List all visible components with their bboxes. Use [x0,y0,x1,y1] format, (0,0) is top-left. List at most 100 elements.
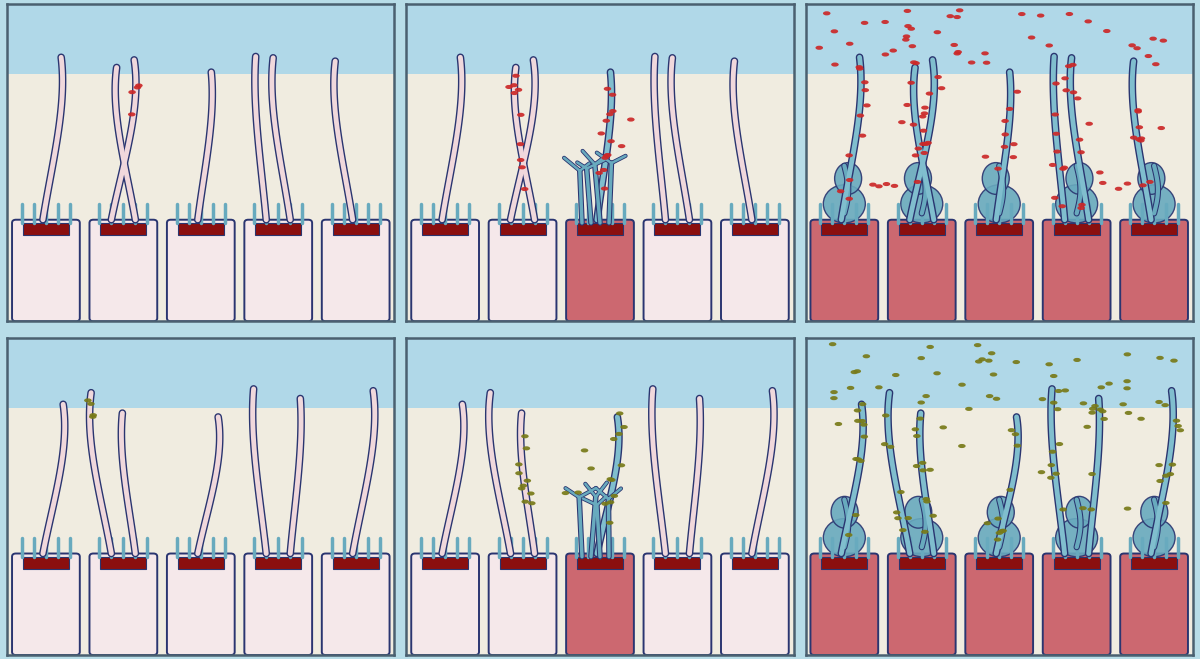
Ellipse shape [1050,401,1057,405]
Bar [256,557,301,569]
Ellipse shape [920,111,929,115]
Bar [654,223,701,235]
Ellipse shape [995,517,1002,521]
Ellipse shape [958,444,966,448]
Bar [422,557,468,569]
Ellipse shape [830,396,838,400]
Ellipse shape [600,168,607,172]
FancyBboxPatch shape [888,554,955,655]
Bar [1132,223,1177,235]
Bar [7,407,395,655]
Ellipse shape [832,496,858,528]
FancyBboxPatch shape [167,219,235,322]
Ellipse shape [1064,64,1073,69]
Bar [23,223,68,235]
Ellipse shape [912,154,919,158]
FancyBboxPatch shape [245,219,312,322]
Ellipse shape [823,185,865,223]
Ellipse shape [1014,444,1021,447]
Ellipse shape [1013,360,1020,364]
Ellipse shape [923,394,930,398]
Ellipse shape [510,91,518,95]
Ellipse shape [893,510,900,515]
FancyBboxPatch shape [721,554,788,655]
Ellipse shape [983,61,990,65]
Ellipse shape [1135,137,1142,142]
Ellipse shape [914,146,922,151]
Bar [899,223,944,235]
Ellipse shape [988,496,1014,528]
Ellipse shape [1060,507,1067,511]
Ellipse shape [1056,442,1063,446]
Ellipse shape [1039,397,1046,401]
Bar [732,223,778,235]
Ellipse shape [1096,171,1104,175]
FancyBboxPatch shape [12,554,79,655]
Ellipse shape [611,494,618,498]
Ellipse shape [853,409,862,413]
Bar [101,223,146,235]
Bar [821,223,868,235]
Ellipse shape [1128,43,1136,47]
Ellipse shape [1052,132,1060,136]
Ellipse shape [859,402,866,406]
Ellipse shape [581,448,588,453]
Ellipse shape [1166,472,1174,476]
Ellipse shape [1058,204,1066,208]
Bar [407,337,793,407]
Ellipse shape [882,413,889,418]
Bar [407,4,793,74]
Ellipse shape [1007,488,1014,492]
Ellipse shape [610,437,618,441]
Ellipse shape [1087,507,1096,511]
Ellipse shape [1009,155,1018,159]
Bar [256,223,301,235]
Ellipse shape [1133,185,1175,223]
Ellipse shape [518,165,526,169]
Ellipse shape [1038,470,1045,474]
Ellipse shape [902,34,911,38]
Ellipse shape [602,119,610,123]
Ellipse shape [1069,63,1076,67]
Ellipse shape [1078,203,1086,207]
Ellipse shape [919,115,926,119]
Ellipse shape [1090,407,1097,411]
Bar [332,557,379,569]
Ellipse shape [910,123,917,127]
Ellipse shape [881,442,888,446]
Bar [23,557,68,569]
Ellipse shape [523,446,530,450]
Ellipse shape [908,44,916,48]
Bar [178,557,224,569]
Ellipse shape [835,163,862,194]
FancyBboxPatch shape [1121,219,1188,322]
Ellipse shape [1050,374,1057,378]
Ellipse shape [881,20,889,24]
Ellipse shape [602,154,611,158]
Ellipse shape [1054,150,1061,154]
Ellipse shape [1162,403,1169,407]
Ellipse shape [1157,479,1164,483]
Ellipse shape [89,415,96,419]
Ellipse shape [1158,126,1165,130]
Ellipse shape [858,419,866,423]
Ellipse shape [899,528,907,532]
Bar [899,557,944,569]
Ellipse shape [912,427,919,432]
Ellipse shape [869,183,877,186]
Bar [7,337,395,407]
Ellipse shape [854,419,862,423]
Ellipse shape [860,422,868,427]
Ellipse shape [890,184,899,188]
Ellipse shape [1074,96,1081,100]
Ellipse shape [1099,181,1106,185]
Bar [805,74,1193,322]
Ellipse shape [922,105,929,109]
Ellipse shape [835,422,842,426]
Ellipse shape [595,171,602,175]
Ellipse shape [907,80,914,85]
Ellipse shape [616,432,623,436]
Ellipse shape [947,14,954,18]
Ellipse shape [1062,88,1070,92]
Ellipse shape [1051,113,1058,117]
